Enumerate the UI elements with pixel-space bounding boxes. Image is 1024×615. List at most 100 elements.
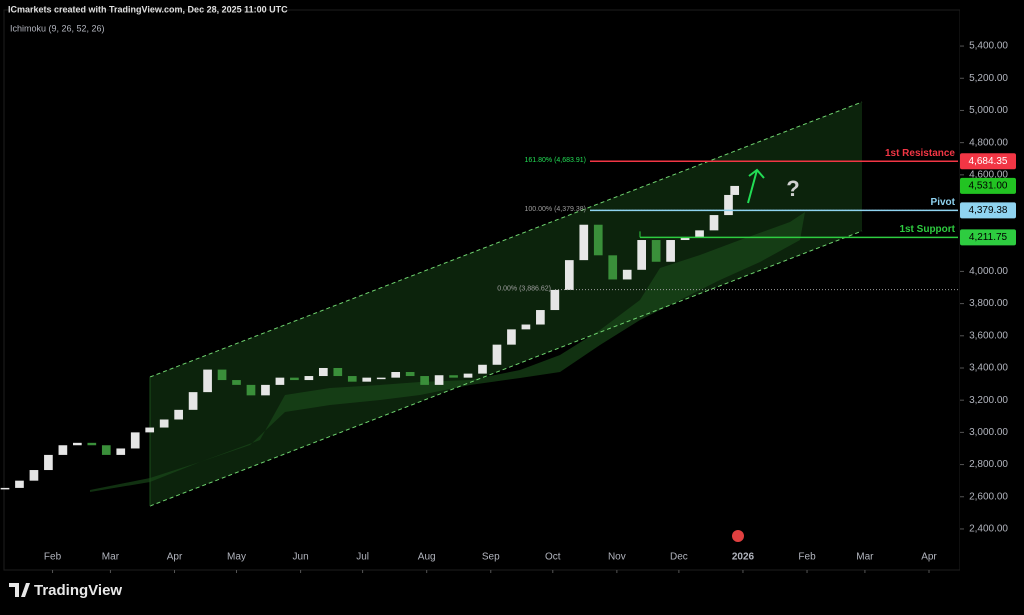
- candle: [420, 376, 429, 385]
- candle: [730, 185, 740, 195]
- y-tick-label: 4,000.00: [969, 266, 1008, 277]
- y-tick-label: 5,200.00: [969, 73, 1008, 84]
- last-price-tag: [960, 177, 1016, 194]
- last-price-label: 4,531.00: [969, 181, 1008, 192]
- candle: [130, 432, 140, 449]
- level-name: 1st Support: [899, 224, 955, 235]
- candle: [275, 377, 285, 385]
- annotation: ?: [786, 176, 799, 201]
- candle: [391, 372, 401, 378]
- x-tick-label: Feb: [44, 552, 62, 563]
- fib-label: 100.00% (4,379.38): [525, 206, 587, 213]
- y-tick-label: 4,800.00: [969, 137, 1008, 148]
- candle: [0, 487, 10, 490]
- y-tick-label: 3,200.00: [969, 395, 1008, 406]
- channel-upper: [149, 101, 863, 378]
- candle: [58, 445, 68, 455]
- candle: [376, 377, 386, 380]
- candle: [521, 324, 531, 330]
- candle: [304, 376, 314, 381]
- price-axis: [960, 0, 1024, 575]
- x-tick-label: May: [227, 552, 246, 563]
- candle: [550, 289, 560, 311]
- x-tick-label: Jul: [356, 552, 369, 563]
- brand: TradingView: [34, 582, 122, 599]
- candle: [405, 372, 415, 377]
- level-name: 1st Resistance: [885, 148, 955, 159]
- y-tick-label: 3,400.00: [969, 363, 1008, 374]
- candle: [217, 369, 227, 381]
- candle: [507, 329, 516, 345]
- candle: [261, 384, 270, 396]
- candle: [536, 310, 545, 325]
- candle: [434, 375, 444, 385]
- candle: [203, 369, 212, 393]
- candle: [463, 373, 473, 378]
- candle: [492, 344, 502, 365]
- candle: [232, 380, 241, 385]
- price-tag-label: 4,379.38: [969, 205, 1008, 216]
- x-tick-label: Jun: [293, 552, 309, 563]
- candle: [651, 240, 661, 262]
- x-tick-label: Aug: [418, 552, 436, 563]
- price-tag: [960, 202, 1016, 219]
- arrow: [747, 168, 765, 204]
- candle: [347, 376, 357, 382]
- candle: [15, 480, 24, 488]
- y-tick-label: 3,800.00: [969, 298, 1008, 309]
- channel-lower: [149, 230, 863, 507]
- x-tick-label: Oct: [545, 552, 561, 563]
- candle: [449, 375, 458, 378]
- candle: [478, 364, 487, 374]
- candle: [709, 215, 719, 231]
- y-tick-label: 3,600.00: [969, 330, 1008, 341]
- candle: [724, 194, 733, 216]
- x-tick-label: Apr: [167, 552, 183, 563]
- channel-fill: [150, 102, 862, 506]
- candle: [87, 442, 97, 446]
- price-tag-label: 4,684.35: [969, 156, 1008, 167]
- candle: [608, 255, 618, 280]
- fib-label: 161.80% (4,683.91): [525, 157, 587, 164]
- logo: TradingView: [9, 582, 122, 599]
- candle: [246, 384, 256, 396]
- price-tag: [960, 229, 1016, 246]
- candle: [333, 367, 343, 377]
- x-tick-label: Sep: [482, 552, 500, 563]
- y-tick-label: 5,000.00: [969, 105, 1008, 116]
- price-tag-label: 4,211.75: [969, 232, 1008, 243]
- y-tick-label: 2,800.00: [969, 459, 1008, 470]
- candle: [362, 377, 372, 382]
- candle: [188, 392, 198, 410]
- header: ICmarkets created with TradingView.com, …: [8, 4, 288, 14]
- price-tag: [960, 153, 1016, 170]
- candle: [159, 419, 169, 428]
- fib-label: 0.00% (3,886.62): [497, 286, 551, 293]
- candle: [116, 448, 126, 455]
- candle: [101, 445, 111, 455]
- indicator-label: Ichimoku (9, 26, 52, 26): [10, 23, 105, 33]
- event-icon: [732, 530, 744, 542]
- x-tick-label: Apr: [921, 552, 937, 563]
- y-tick-label: 3,000.00: [969, 427, 1008, 438]
- x-tick-label: 2026: [732, 552, 755, 563]
- y-tick-label: 2,600.00: [969, 491, 1008, 502]
- x-tick-label: Nov: [608, 552, 626, 563]
- candle: [174, 409, 183, 420]
- candle: [44, 454, 53, 471]
- x-tick-label: Dec: [670, 552, 688, 563]
- candle: [666, 240, 675, 262]
- level-name: Pivot: [931, 197, 956, 208]
- x-tick-label: Mar: [856, 552, 874, 563]
- candle: [593, 224, 603, 256]
- candle: [145, 427, 155, 433]
- candle: [695, 230, 704, 238]
- candle: [680, 237, 690, 241]
- candle: [622, 269, 632, 280]
- y-tick-label: 5,400.00: [969, 41, 1008, 52]
- x-tick-label: Feb: [798, 552, 816, 563]
- candle: [290, 377, 299, 381]
- x-tick-label: Mar: [102, 552, 120, 563]
- logo-mark: [9, 583, 30, 597]
